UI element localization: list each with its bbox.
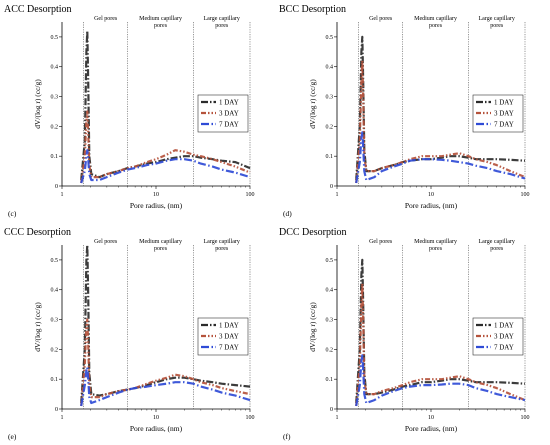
y-tick-label: 0.4 — [326, 65, 334, 71]
x-tick-label: 10 — [428, 192, 434, 198]
y-tick-label: 0.3 — [326, 318, 334, 324]
legend-label: 1 DAY — [494, 99, 514, 107]
series-line-7-day — [355, 354, 526, 407]
y-tick-label: 0.2 — [326, 124, 334, 130]
y-axis-label: dV/(log r) (cc/g) — [33, 302, 42, 352]
y-tick-label: 0.3 — [326, 95, 334, 101]
chart-svg-dcc: DCC Desorption Gel pores Medium capillary p… — [279, 227, 530, 441]
y-tick-label: 0.4 — [326, 288, 334, 294]
chart-svg-ccc: CCC Desorption Gel pores Medium capillary p… — [4, 227, 255, 441]
legend-label: 3 DAY — [494, 110, 514, 118]
x-axis-label: Pore radius, (nm) — [405, 424, 458, 433]
y-tick-label: 0.1 — [51, 154, 59, 160]
panel-label: (c) — [8, 209, 17, 218]
x-tick-label: 100 — [521, 192, 530, 198]
y-axis-label: dV/(log r) (cc/g) — [33, 79, 42, 129]
x-axis-label: Pore radius, (nm) — [405, 201, 458, 210]
panel-label: (f) — [283, 432, 291, 441]
y-tick-label: 0.2 — [51, 347, 59, 353]
series-line-7-day — [80, 149, 251, 184]
x-tick-label: 100 — [521, 415, 530, 421]
x-tick-label: 1 — [336, 192, 339, 198]
y-tick-label: 0.1 — [326, 377, 334, 383]
x-tick-label: 100 — [246, 415, 255, 421]
y-tick-label: 0.1 — [51, 377, 59, 383]
chart-panel-acc: ACC Desorption Gel pores Medium capillary p… — [0, 0, 275, 222]
region-label: Gel pores — [369, 16, 393, 22]
legend-label: 1 DAY — [219, 322, 239, 330]
region-label: Large capillary pores — [204, 239, 240, 252]
x-tick-label: 10 — [153, 192, 159, 198]
x-tick-label: 100 — [246, 192, 255, 198]
chart-svg-bcc: BCC Desorption Gel pores Medium capillary p… — [279, 4, 530, 218]
region-label: Large capillary pores — [479, 239, 515, 252]
y-tick-label: 0.2 — [51, 124, 59, 130]
series-line-3-day — [355, 282, 526, 407]
series-line-7-day — [80, 366, 251, 407]
x-tick-label: 1 — [336, 415, 339, 421]
y-tick-label: 0 — [330, 184, 333, 190]
region-label: Medium capillary pores — [414, 16, 457, 29]
series-line-3-day — [80, 318, 251, 407]
y-tick-label: 0 — [330, 407, 333, 413]
y-tick-label: 0.5 — [326, 35, 334, 41]
region-label: Medium capillary pores — [414, 239, 457, 252]
legend-label: 1 DAY — [494, 322, 514, 330]
y-axis-label: dV/(log r) (cc/g) — [308, 302, 317, 352]
y-tick-label: 0.5 — [326, 258, 334, 264]
chart-panel-ccc: CCC Desorption Gel pores Medium capillary p… — [0, 223, 275, 445]
series-line-3-day — [80, 110, 251, 184]
y-axis-label: dV/(log r) (cc/g) — [308, 79, 317, 129]
x-tick-label: 10 — [428, 415, 434, 421]
chart-title: BCC Desorption — [279, 4, 346, 15]
x-tick-label: 1 — [61, 415, 64, 421]
region-label: Gel pores — [369, 239, 393, 245]
x-tick-label: 1 — [61, 192, 64, 198]
region-label: Large capillary pores — [479, 16, 515, 29]
y-tick-label: 0.4 — [51, 288, 59, 294]
panel-label: (e) — [8, 432, 17, 441]
legend-label: 7 DAY — [219, 344, 239, 352]
panel-label: (d) — [283, 209, 292, 218]
y-tick-label: 0.1 — [326, 154, 334, 160]
series-line-1-day — [355, 258, 526, 404]
y-tick-label: 0.3 — [51, 95, 59, 101]
x-axis-label: Pore radius, (nm) — [130, 201, 183, 210]
legend-label: 7 DAY — [494, 344, 514, 352]
legend-label: 1 DAY — [219, 99, 239, 107]
legend-label: 7 DAY — [494, 121, 514, 129]
chart-panel-dcc: DCC Desorption Gel pores Medium capillary p… — [275, 223, 550, 445]
chart-panel-bcc: BCC Desorption Gel pores Medium capillary p… — [275, 0, 550, 222]
y-tick-label: 0.5 — [51, 35, 59, 41]
legend-label: 3 DAY — [219, 110, 239, 118]
y-tick-label: 0.2 — [326, 347, 334, 353]
series-line-7-day — [355, 131, 526, 184]
y-tick-label: 0.3 — [51, 318, 59, 324]
chart-svg-acc: ACC Desorption Gel pores Medium capillary p… — [4, 4, 255, 218]
region-label: Medium capillary pores — [139, 16, 182, 29]
x-axis-label: Pore radius, (nm) — [130, 424, 183, 433]
legend-label: 3 DAY — [494, 333, 514, 341]
y-tick-label: 0 — [55, 184, 58, 190]
x-tick-label: 10 — [153, 415, 159, 421]
region-label: Gel pores — [94, 16, 118, 22]
legend-label: 3 DAY — [219, 333, 239, 341]
legend-label: 7 DAY — [219, 121, 239, 129]
region-label: Gel pores — [94, 239, 118, 245]
region-label: Medium capillary pores — [139, 239, 182, 252]
y-tick-label: 0.5 — [51, 258, 59, 264]
y-tick-label: 0.4 — [51, 65, 59, 71]
series-line-3-day — [355, 59, 526, 184]
region-label: Large capillary pores — [204, 16, 240, 29]
y-tick-label: 0 — [55, 407, 58, 413]
chart-title: CCC Desorption — [4, 227, 71, 238]
chart-title: DCC Desorption — [279, 227, 347, 238]
chart-title: ACC Desorption — [4, 4, 72, 15]
